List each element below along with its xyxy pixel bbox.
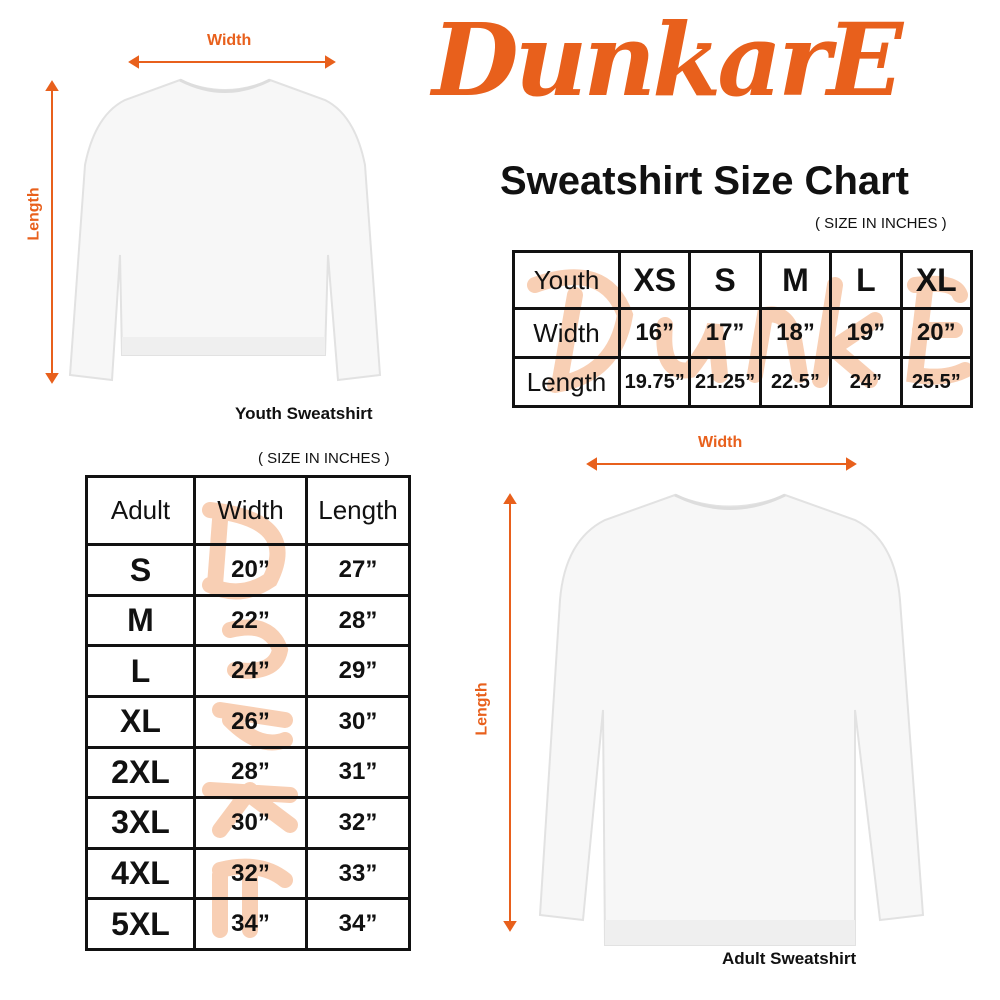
- adult-sweatshirt-image: [538, 493, 925, 946]
- row-label: 2XL: [85, 745, 196, 800]
- youth-width-label: Width: [207, 32, 252, 49]
- table-cell: 20”: [193, 543, 308, 597]
- table-cell: 28”: [193, 745, 308, 800]
- youth-size-table: Youth XS S M L XL Width 16” 17” 18” 19” …: [512, 249, 974, 408]
- header-cell: XS: [617, 249, 692, 311]
- row-label: 3XL: [85, 796, 196, 850]
- row-label: S: [85, 543, 196, 597]
- youth-sweatshirt-image: [68, 78, 382, 382]
- table-cell: 16”: [617, 307, 692, 360]
- header-cell: L: [829, 249, 903, 311]
- table-row: 4XL 32” 33”: [85, 846, 411, 901]
- table-row: XL 26” 30”: [85, 695, 411, 749]
- table-cell: 19”: [829, 307, 903, 360]
- table-cell: 25.5”: [899, 356, 974, 408]
- table-cell: 30”: [305, 695, 411, 749]
- table-cell: 26”: [193, 695, 308, 749]
- header-cell: S: [688, 249, 762, 311]
- table-cell: 33”: [305, 846, 411, 901]
- table-cell: 19.75”: [617, 356, 692, 408]
- table-row: S 20” 27”: [85, 543, 411, 597]
- adult-length-label: Length: [473, 682, 491, 736]
- adult-size-table: Adult Width Length S 20” 27” M 22” 28” L 24” 29”…: [85, 474, 411, 951]
- youth-unit-note: ( SIZE IN INCHES ): [815, 215, 947, 232]
- row-label: Length: [512, 356, 621, 408]
- row-label: 5XL: [85, 897, 196, 951]
- table-cell: 24”: [193, 644, 308, 699]
- table-cell: 22.5”: [758, 356, 833, 408]
- row-label: M: [85, 593, 196, 648]
- table-cell: 32”: [305, 796, 411, 850]
- table-cell: 34”: [305, 897, 411, 951]
- table-cell: 21.25”: [688, 356, 762, 408]
- table-cell: 31”: [305, 745, 411, 800]
- adult-unit-note: ( SIZE IN INCHES ): [258, 450, 390, 467]
- table-cell: 17”: [688, 307, 762, 360]
- table-cell: 27”: [305, 543, 411, 597]
- row-label: Width: [512, 307, 621, 360]
- table-row: 2XL 28” 31”: [85, 745, 411, 800]
- table-row: Width 16” 17” 18” 19” 20”: [512, 307, 974, 360]
- header-cell: Length: [305, 474, 411, 547]
- row-label: L: [85, 644, 196, 699]
- row-label: XL: [85, 695, 196, 749]
- table-cell: 18”: [758, 307, 833, 360]
- table-cell: 30”: [193, 796, 308, 850]
- header-cell: Youth: [512, 249, 621, 311]
- table-cell: 22”: [193, 593, 308, 648]
- table-cell: 32”: [193, 846, 308, 901]
- table-header-row: Youth XS S M L XL: [512, 249, 974, 311]
- adult-width-label: Width: [698, 434, 743, 451]
- header-cell: Adult: [85, 474, 196, 547]
- table-row: 3XL 30” 32”: [85, 796, 411, 850]
- header-cell: XL: [899, 249, 974, 311]
- header-cell: M: [758, 249, 833, 311]
- page-title: Sweatshirt Size Chart: [500, 159, 910, 203]
- table-row: 5XL 34” 34”: [85, 897, 411, 951]
- table-row: L 24” 29”: [85, 644, 411, 699]
- table-cell: 28”: [305, 593, 411, 648]
- brand-logo: DunkarE: [432, 1, 903, 119]
- youth-length-label: Length: [25, 187, 43, 241]
- row-label: 4XL: [85, 846, 196, 901]
- table-cell: 34”: [193, 897, 308, 951]
- table-cell: 20”: [899, 307, 974, 360]
- table-cell: 29”: [305, 644, 411, 699]
- table-row: M 22” 28”: [85, 593, 411, 648]
- table-row: Length 19.75” 21.25” 22.5” 24” 25.5”: [512, 356, 974, 408]
- table-header-row: Adult Width Length: [85, 474, 411, 547]
- youth-caption: Youth Sweatshirt: [235, 404, 373, 423]
- adult-caption: Adult Sweatshirt: [722, 949, 857, 968]
- table-cell: 24”: [829, 356, 903, 408]
- header-cell: Width: [193, 474, 308, 547]
